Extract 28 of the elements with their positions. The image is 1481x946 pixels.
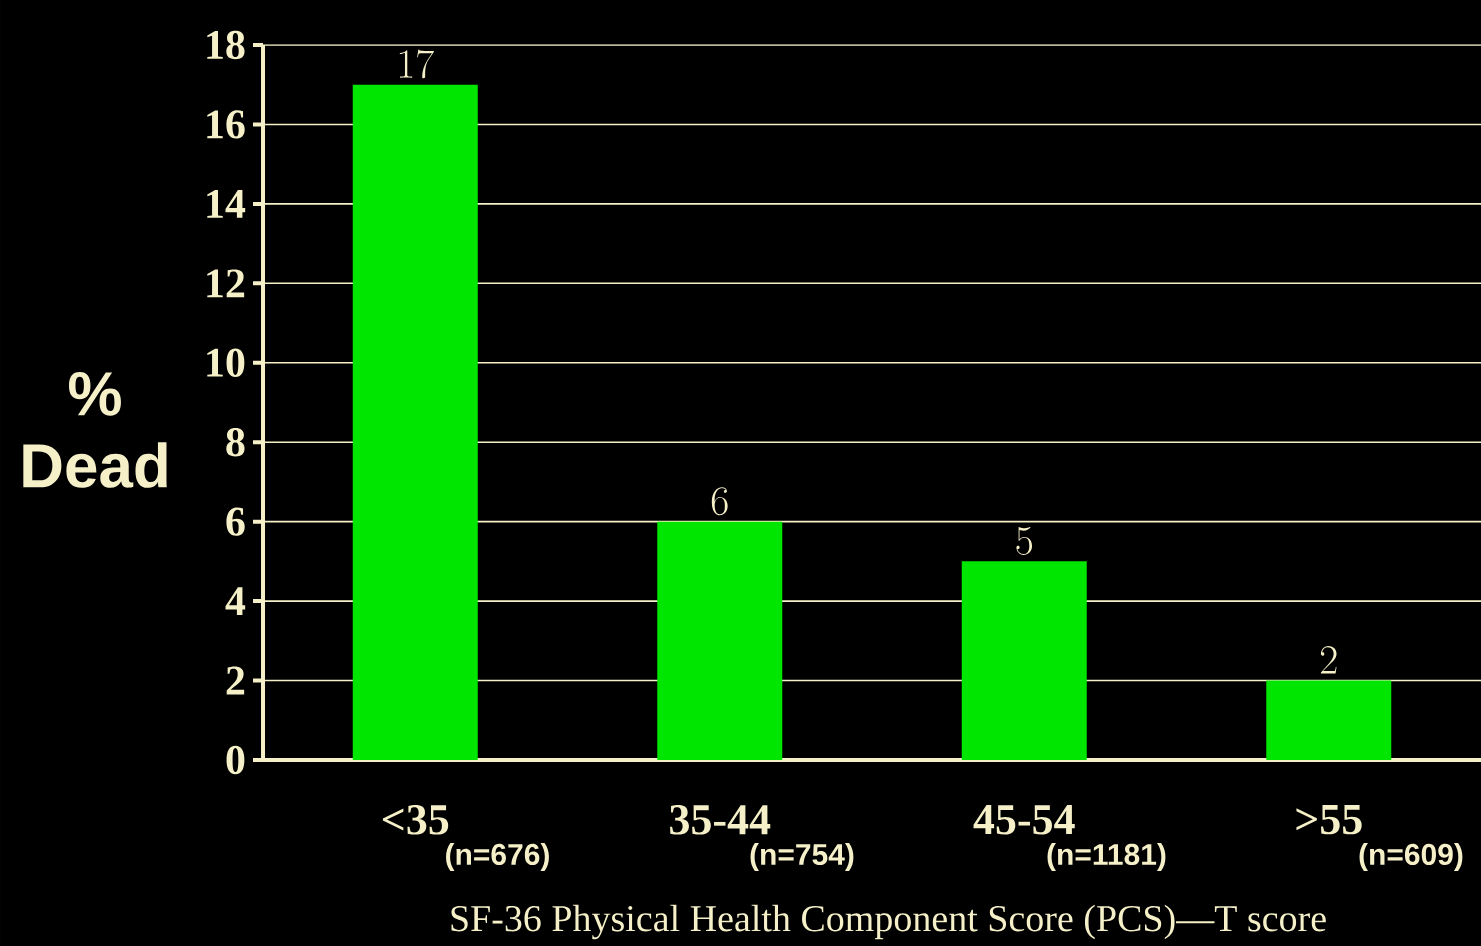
y-tick-label: 0 [226, 745, 245, 775]
text: (n=609) [1359, 843, 1463, 871]
x-tick-label: 35-44 [670, 805, 771, 835]
x-tick-label: >55 [1296, 805, 1362, 835]
y-tick-label: 8 [226, 428, 245, 457]
text: (n=676) [446, 843, 549, 871]
data-label: 6 [711, 487, 728, 516]
bar [352, 84, 478, 760]
bar [961, 561, 1087, 760]
data-label: 2 [1320, 646, 1337, 674]
y-tick-label: 18 [207, 30, 245, 60]
y-tick-label: 2 [226, 666, 245, 695]
y-tick-label: 12 [207, 269, 245, 298]
bar [1266, 680, 1392, 760]
x-tick-label: <35 [382, 805, 449, 835]
y-axis-title: % Dead [23, 372, 167, 488]
y-tick-label: 10 [207, 348, 245, 377]
y-tick-label: 4 [225, 587, 246, 615]
text: (n=754) [750, 843, 854, 871]
text: (n=1181) [1047, 843, 1166, 871]
data-label: 5 [1016, 526, 1033, 555]
x-axis-title: SF-36 Physical Health Component Score (PCS)—T score [451, 904, 1326, 940]
y-tick-label: 16 [207, 110, 245, 139]
x-tick-label: 45-54 [973, 805, 1075, 835]
bar [657, 521, 783, 760]
y-tick-label: 6 [226, 507, 245, 536]
data-label: 17 [399, 49, 434, 79]
y-tick-label: 14 [207, 190, 246, 218]
